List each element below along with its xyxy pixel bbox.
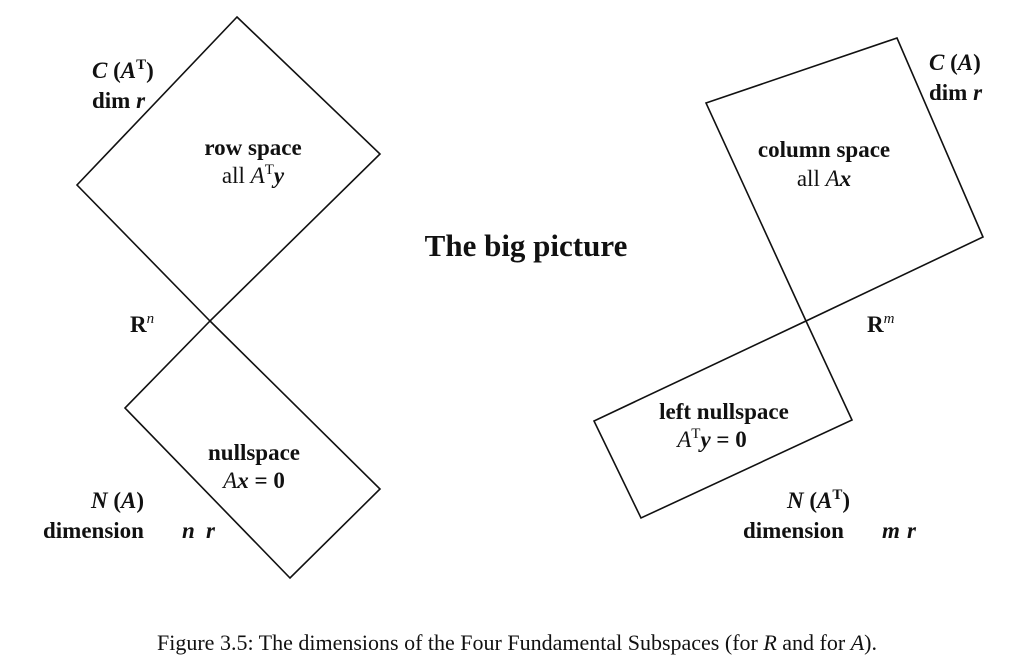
left-nullspace-equation: ATy = 0 <box>675 426 747 452</box>
svg-text:dim r: dim r <box>92 88 146 113</box>
svg-text:r: r <box>206 518 216 543</box>
nullspace-name: nullspace <box>208 440 300 465</box>
left-nullspace-rectangle <box>592 319 854 520</box>
nullspace-rectangle <box>123 319 382 580</box>
figure-title: The big picture <box>425 228 628 263</box>
column-space-dim: dim r <box>929 80 983 105</box>
svg-text:Ax = 0: Ax = 0 <box>221 468 285 493</box>
svg-text:N (A): N (A) <box>90 488 144 513</box>
svg-text:all ATy: all ATy <box>222 162 285 188</box>
svg-text:ATy = 0: ATy = 0 <box>675 426 747 452</box>
right-diagram: C (A) dim r column space all Ax Rm left … <box>592 37 985 543</box>
svg-text:m: m <box>882 518 900 543</box>
column-space-rectangle <box>704 37 985 323</box>
row-space-name: row space <box>204 135 301 160</box>
svg-text:all Ax: all Ax <box>797 166 851 191</box>
svg-text:N (AT): N (AT) <box>786 487 850 513</box>
svg-text:C (A): C (A) <box>929 50 981 75</box>
svg-text:Figure 3.5: The dimensions of: Figure 3.5: The dimensions of the Four F… <box>157 630 877 655</box>
rm-label: Rm <box>867 311 895 337</box>
figure-caption: Figure 3.5: The dimensions of the Four F… <box>157 630 877 655</box>
left-diagram: C (AT) dim r row space all ATy Rn nullsp… <box>43 15 382 580</box>
left-nullspace-symbol: N (AT) <box>786 487 850 513</box>
svg-text:r: r <box>907 518 917 543</box>
column-space-name: column space <box>758 137 890 162</box>
svg-text:Rm: Rm <box>867 311 895 337</box>
row-space-dim: dim r <box>92 88 146 113</box>
nullspace-symbol: N (A) <box>90 488 144 513</box>
svg-text:C (AT): C (AT) <box>92 57 154 83</box>
svg-text:Rn: Rn <box>130 311 154 337</box>
svg-text:dimension: dimension <box>743 518 844 543</box>
svg-text:dim r: dim r <box>929 80 983 105</box>
left-nullspace-name: left nullspace <box>659 399 789 424</box>
nullspace-equation: Ax = 0 <box>221 468 285 493</box>
row-space-symbol: C (AT) <box>92 57 154 83</box>
row-space-desc: all ATy <box>222 162 285 188</box>
rn-label: Rn <box>130 311 154 337</box>
svg-text:n: n <box>182 518 195 543</box>
nullspace-dim: dimension n r <box>43 518 216 543</box>
left-nullspace-dim: dimension m r <box>743 518 917 543</box>
svg-text:dimension: dimension <box>43 518 144 543</box>
column-space-symbol: C (A) <box>929 50 981 75</box>
column-space-desc: all Ax <box>797 166 851 191</box>
